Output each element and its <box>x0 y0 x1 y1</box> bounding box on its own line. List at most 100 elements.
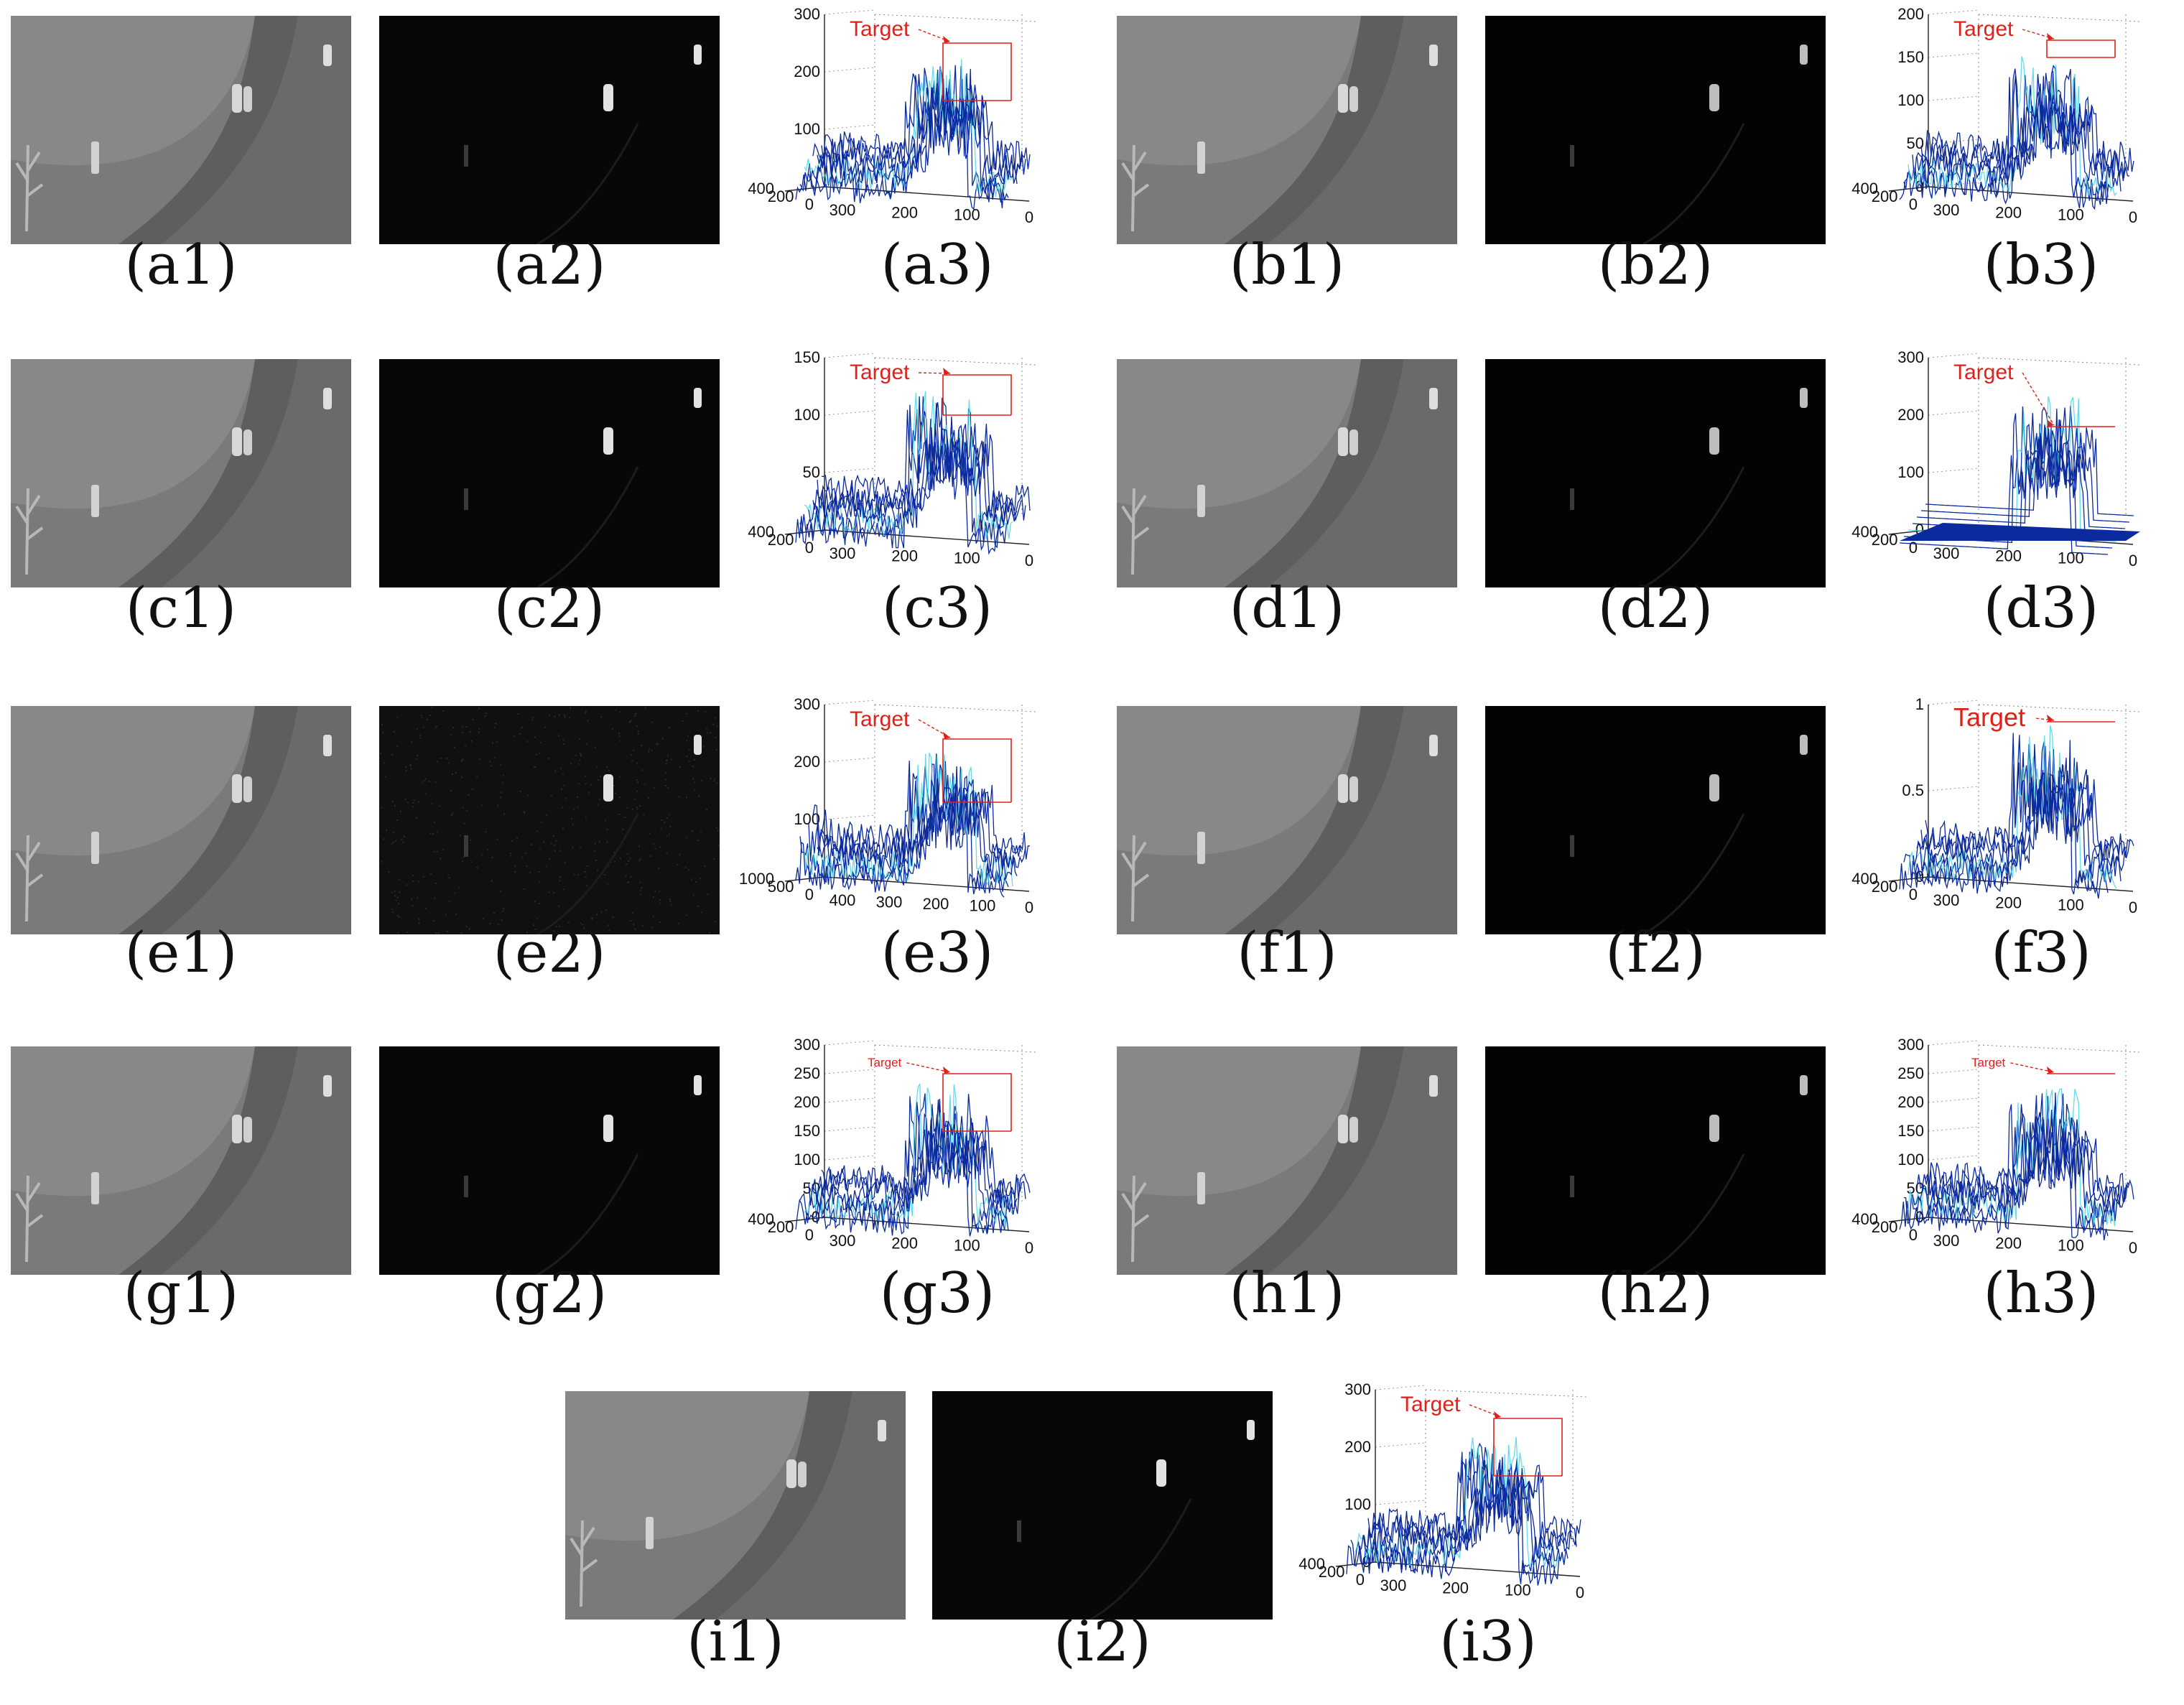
target-arrow <box>1469 1404 1502 1418</box>
surface-mesh-row <box>817 88 1026 178</box>
surface-mesh-row <box>817 1120 1026 1209</box>
y-tick-label: 200 <box>1872 187 1898 205</box>
target-box <box>1493 1418 1563 1477</box>
x-tick-label: 100 <box>970 897 996 915</box>
surface-plot: 200 150 100 50 0 400 200 0 300 200 100 0 Target <box>1849 5 2165 251</box>
surface-mesh-row <box>1899 1104 2109 1241</box>
z-tick-label: 100 <box>1897 1151 1924 1169</box>
target-box <box>2046 40 2116 58</box>
x-tick-label: 200 <box>891 203 918 221</box>
surface-mesh-row <box>808 439 1018 532</box>
surface-mesh-row <box>1925 761 2134 858</box>
y-tick-label: 400 <box>1851 180 1878 198</box>
panel-caption: (g2) <box>491 1261 608 1326</box>
x-tick-label: 0 <box>2129 208 2137 226</box>
z-tick-label: 150 <box>794 1122 820 1140</box>
x-tick-label: 100 <box>2058 1237 2084 1255</box>
panel-caption: (f1) <box>1237 921 1337 985</box>
target-label: Target <box>850 361 910 384</box>
panel-caption: (h2) <box>1597 1261 1714 1326</box>
scene-image <box>11 16 351 244</box>
saliency-map <box>379 16 720 244</box>
y-tick-label: 0 <box>1909 539 1918 557</box>
surface-mesh-row <box>1925 1116 2134 1203</box>
y-tick-label: 200 <box>1319 1563 1345 1581</box>
x-tick-label: 300 <box>830 1232 856 1250</box>
surface-mesh-row <box>795 1098 1005 1237</box>
panel-caption: (e3) <box>880 921 994 985</box>
scene-image <box>11 359 351 587</box>
surface-plot: 300 200 100 400 200 0 300 200 100 0 Target <box>745 5 1061 251</box>
z-tick-label: 200 <box>1897 5 1924 23</box>
x-tick-label: 0 <box>1025 208 1033 226</box>
surface-mesh-row <box>808 1133 1018 1220</box>
saliency-map <box>1485 1046 1826 1275</box>
target-arrowhead <box>2047 419 2054 427</box>
panel-caption: (e1) <box>124 921 238 985</box>
y-tick-label: 0 <box>805 539 814 557</box>
y-tick-label: 400 <box>1851 1210 1878 1228</box>
x-tick-label: 300 <box>830 544 856 562</box>
z-tick-label: 200 <box>1344 1438 1371 1456</box>
surface-mesh-row <box>1359 1487 1569 1565</box>
z-tick-label: 300 <box>794 695 820 713</box>
target-arrowhead <box>943 36 950 43</box>
x-tick-label: 300 <box>1380 1576 1407 1594</box>
panel-caption: (c2) <box>493 576 605 641</box>
z-tick-label: 0.5 <box>1902 781 1924 799</box>
z-tick-label: 150 <box>794 348 820 366</box>
panel-caption: (a2) <box>493 233 606 297</box>
x-tick-label: 300 <box>1933 891 1960 909</box>
z-tick-label: 100 <box>1897 91 1924 109</box>
y-tick-label: 200 <box>1872 1218 1898 1236</box>
scene-image <box>1117 706 1457 934</box>
surface-mesh-row <box>795 68 1005 210</box>
surface-plot: 300 250 200 150 100 50 0 400 200 0 300 200 100 0 Targe… <box>1849 1036 2165 1282</box>
z-tick-label: 300 <box>794 1036 820 1054</box>
x-tick-label: 100 <box>954 549 980 567</box>
surface-mesh-row <box>821 83 1031 171</box>
surface-mesh-row <box>804 1083 1013 1229</box>
x-tick-label: 300 <box>876 893 903 911</box>
target-label: Target <box>1953 702 2025 732</box>
y-tick-label: 200 <box>1872 878 1898 896</box>
saliency-map <box>1485 16 1826 244</box>
target-box <box>942 374 1012 416</box>
y-tick-label: 200 <box>1872 531 1898 549</box>
x-tick-label: 200 <box>891 547 918 565</box>
surface-mesh-row <box>804 59 1013 198</box>
saliency-map <box>1485 706 1826 934</box>
target-arrow <box>2010 1062 2055 1073</box>
z-tick-label: 150 <box>1897 1122 1924 1140</box>
target-arrow <box>918 29 951 42</box>
z-tick-label: 100 <box>794 1151 820 1169</box>
surface-plot: 300 200 100 1000 500 0 400 300 200 100 0 Target <box>739 695 1061 942</box>
surface-mesh-row <box>795 761 1005 898</box>
x-tick-label: 100 <box>954 206 980 224</box>
saliency-map <box>379 359 720 587</box>
surface-mesh-row <box>1920 771 2130 867</box>
y-tick-label: 400 <box>748 1210 774 1228</box>
surface-mesh-row <box>1912 1133 2122 1222</box>
target-arrowhead <box>1494 1411 1501 1418</box>
x-tick-label: 0 <box>1025 552 1033 570</box>
z-tick-label: 200 <box>794 753 820 771</box>
panel-caption: (g3) <box>879 1261 995 1326</box>
x-tick-label: 300 <box>1933 201 1960 219</box>
panel-caption: (b3) <box>1983 233 2099 297</box>
surface-mesh-row <box>1920 432 2130 523</box>
surface-mesh-row <box>812 1128 1022 1214</box>
z-tick-label: 50 <box>803 463 820 481</box>
x-tick-label: 200 <box>923 895 949 913</box>
panel-caption: (a1) <box>124 233 238 297</box>
y-tick-label: 200 <box>768 531 794 549</box>
x-tick-label: 0 <box>1025 1239 1033 1257</box>
y-tick-label: 400 <box>1851 870 1878 888</box>
surface-plot: 300 250 200 150 100 50 0 400 200 0 300 200 100 0 Targe… <box>745 1036 1061 1282</box>
